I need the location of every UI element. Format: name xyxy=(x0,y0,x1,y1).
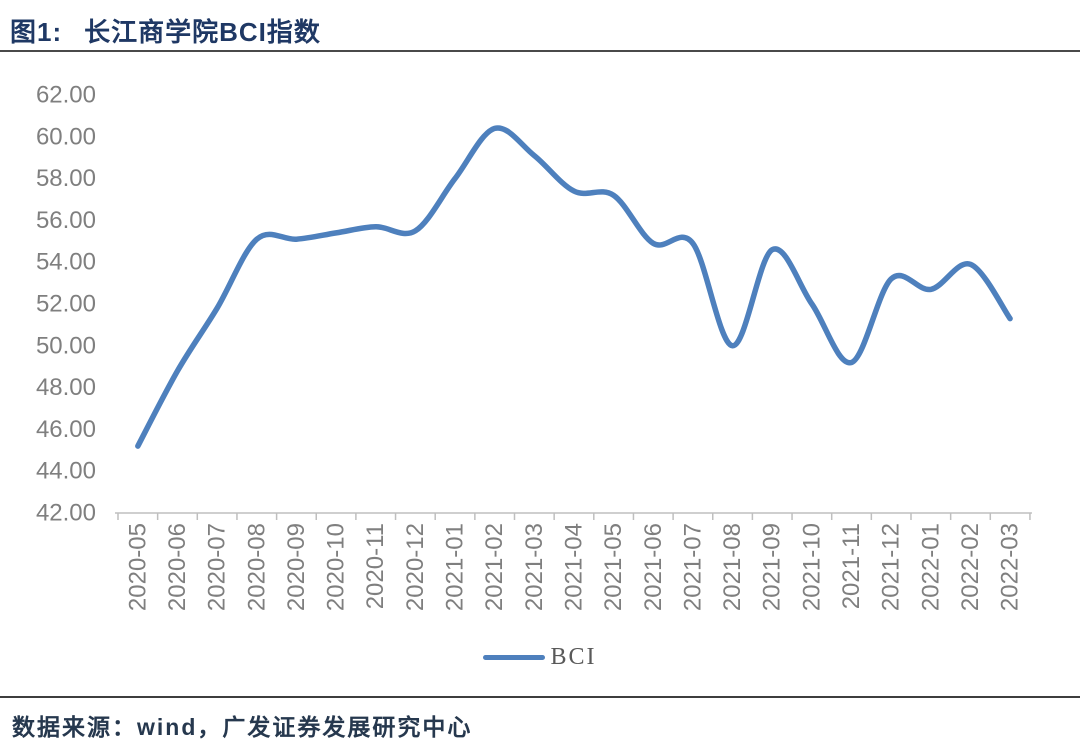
x-axis-tick-label: 2021-03 xyxy=(521,523,548,611)
y-axis-tick-label: 44.00 xyxy=(36,458,96,485)
x-axis-tick-label: 2021-09 xyxy=(759,523,786,611)
bci-line-chart: 62.00 60.00 58.00 56.00 54.00 52.00 50.00 48.00… xyxy=(0,52,1080,624)
x-axis-tick-label: 2021-12 xyxy=(878,523,905,611)
source-note: 数据来源：wind，广发证券发展研究中心 xyxy=(0,696,1080,742)
x-axis-tick-label: 2020-11 xyxy=(362,523,389,609)
x-axis-tick-label: 2021-06 xyxy=(640,523,667,611)
x-axis-tick-label: 2020-08 xyxy=(243,523,270,611)
x-axis-tick-label: 2020-12 xyxy=(402,523,429,611)
y-axis-tick-label: 58.00 xyxy=(36,165,96,192)
chart-legend: BCI xyxy=(0,644,1080,670)
x-axis-tick-label: 2021-10 xyxy=(798,523,825,611)
source-text: 数据来源：wind，广发证券发展研究中心 xyxy=(12,714,473,740)
y-axis-tick-label: 42.00 xyxy=(36,500,96,527)
x-axis-tick-label: 2022-03 xyxy=(997,523,1024,611)
x-axis-tick-label: 2021-07 xyxy=(679,523,706,611)
x-axis-tick-label: 2020-10 xyxy=(323,523,350,611)
y-axis-tick-label: 52.00 xyxy=(36,291,96,318)
x-axis-tick-label: 2021-02 xyxy=(481,523,508,611)
x-axis-tick-label: 2021-08 xyxy=(719,523,746,611)
x-axis-tick-label: 2021-05 xyxy=(600,523,627,611)
y-axis-tick-label: 50.00 xyxy=(36,332,96,359)
y-axis-tick-label: 54.00 xyxy=(36,249,96,276)
y-axis-tick-label: 60.00 xyxy=(36,123,96,150)
x-axis-tick-label: 2022-01 xyxy=(917,523,944,611)
x-axis-tick-label: 2020-07 xyxy=(204,523,231,611)
x-axis-tick-label: 2020-09 xyxy=(283,523,310,611)
y-axis-tick-label: 62.00 xyxy=(36,82,96,109)
x-axis-tick-label: 2021-04 xyxy=(560,523,587,611)
x-axis-tick-label: 2020-05 xyxy=(124,523,151,611)
figure-label: 图1: xyxy=(10,17,63,47)
y-axis-tick-label: 48.00 xyxy=(36,374,96,401)
y-axis-tick-label: 46.00 xyxy=(36,416,96,443)
bci-series-line xyxy=(135,125,1013,449)
legend-label: BCI xyxy=(550,643,597,670)
x-axis-tick-label: 2020-06 xyxy=(164,523,191,611)
figure-title: 长江商学院BCI指数 xyxy=(84,17,321,47)
figure-header: 图1: 长江商学院BCI指数 xyxy=(0,0,1080,52)
chart-canvas: 62.00 60.00 58.00 56.00 54.00 52.00 50.00 48.00… xyxy=(36,82,1032,611)
y-axis-tick-label: 56.00 xyxy=(36,207,96,234)
legend-line-swatch xyxy=(483,654,546,660)
x-axis-tick-label: 2021-11 xyxy=(838,523,865,609)
x-axis-tick-label: 2021-01 xyxy=(442,523,469,611)
x-axis-tick-label: 2022-02 xyxy=(957,523,984,611)
